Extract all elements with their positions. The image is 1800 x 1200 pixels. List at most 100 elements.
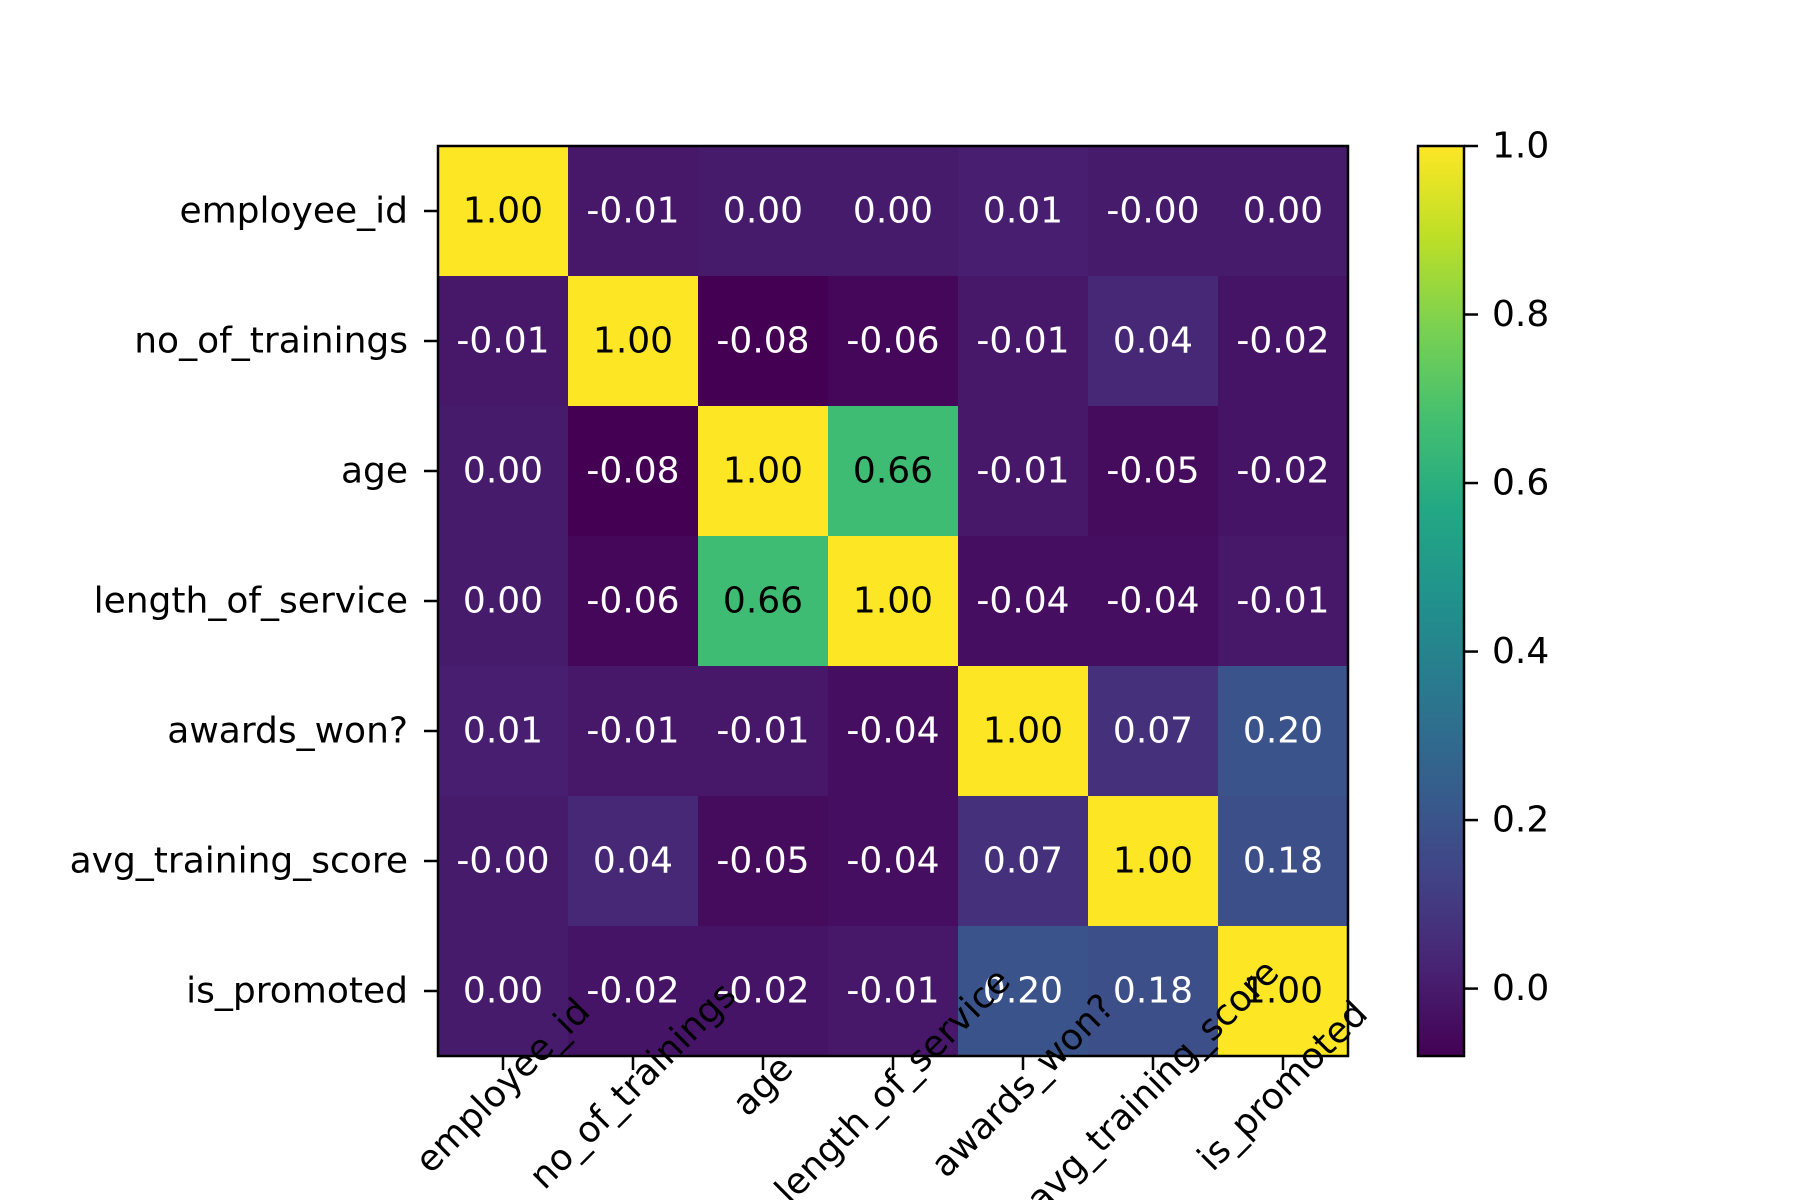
heatmap-cell-value: 0.00 [853, 191, 933, 232]
heatmap-cell-value: 0.00 [463, 581, 543, 622]
y-tick-label: length_of_service [94, 581, 408, 622]
heatmap-cell-value: -0.01 [716, 711, 809, 752]
y-tick-label: age [341, 451, 408, 492]
heatmap-cell [1218, 796, 1349, 927]
heatmap-cell [1088, 926, 1219, 1057]
heatmap-cell [958, 276, 1089, 407]
heatmap-cell [568, 926, 699, 1057]
heatmap-cell [568, 406, 699, 537]
heatmap-cell-value: 0.04 [593, 841, 673, 882]
heatmap-cell [828, 536, 959, 667]
colorbar-gradient [1416, 144, 1466, 1058]
y-tick-label: no_of_trainings [134, 321, 408, 362]
heatmap-cell [1218, 666, 1349, 797]
heatmap-cell [1088, 796, 1219, 927]
heatmap-cell [568, 666, 699, 797]
heatmap-cell-value: 0.01 [463, 711, 543, 752]
heatmap-cell [828, 276, 959, 407]
heatmap-cell [438, 276, 569, 407]
heatmap-cell-value: -0.08 [586, 451, 679, 492]
y-tick-label: avg_training_score [70, 841, 408, 882]
heatmap-cell [828, 926, 959, 1057]
heatmap-cell [958, 666, 1089, 797]
heatmap-cell-value: 1.00 [983, 711, 1063, 752]
heatmap-cell [958, 406, 1089, 537]
heatmap-cell [828, 796, 959, 927]
heatmap-cell [568, 796, 699, 927]
colorbar-tick-label: 1.0 [1492, 126, 1549, 167]
heatmap-cell-value: 0.07 [983, 841, 1063, 882]
heatmap-cell-value: 1.00 [1113, 841, 1193, 882]
heatmap-cell-value: -0.01 [1236, 581, 1329, 622]
heatmap-cell-value: -0.05 [716, 841, 809, 882]
heatmap-cell-value: 0.00 [463, 451, 543, 492]
heatmap-cell-value: -0.04 [976, 581, 1069, 622]
heatmap-cell-value: -0.00 [456, 841, 549, 882]
heatmap-cell [698, 796, 829, 927]
heatmap-cell-value: -0.04 [846, 711, 939, 752]
heatmap-cell-value: -0.08 [716, 321, 809, 362]
heatmap-cell-value: 1.00 [1243, 971, 1323, 1012]
heatmap-cell [568, 276, 699, 407]
heatmap-cell-value: 1.00 [853, 581, 933, 622]
heatmap-cell [568, 536, 699, 667]
heatmap-cell-value: -0.02 [716, 971, 809, 1012]
heatmap-cell-value: 0.00 [1243, 191, 1323, 232]
heatmap-cell [698, 536, 829, 667]
heatmap-cell [438, 926, 569, 1057]
heatmap-cell-value: -0.01 [456, 321, 549, 362]
heatmap-cells [438, 146, 1349, 1057]
colorbar-tick-label: 0.0 [1492, 968, 1549, 1009]
heatmap-cell [1088, 146, 1219, 277]
heatmap-cell-labels: 1.00 -0.01 0.00 0.00 0.01 -0.00 0.00 -0.01 1.00 -… [456, 191, 1329, 1012]
heatmap-cell-value: -0.04 [1106, 581, 1199, 622]
heatmap-cell-value: 1.00 [463, 191, 543, 232]
heatmap-cell [1088, 406, 1219, 537]
heatmap-cell [1218, 926, 1349, 1057]
y-tick-label: employee_id [179, 191, 408, 232]
heatmap-cell-value: -0.01 [586, 711, 679, 752]
heatmap-cell [828, 666, 959, 797]
heatmap-cell-value: 0.18 [1243, 841, 1323, 882]
heatmap-cell-value: 0.18 [1113, 971, 1193, 1012]
heatmap-cell [438, 406, 569, 537]
heatmap-cell-value: 0.07 [1113, 711, 1193, 752]
heatmap-cell [1218, 536, 1349, 667]
heatmap-cell-value: 0.20 [983, 971, 1063, 1012]
heatmap-cell [958, 536, 1089, 667]
heatmap-cell-value: -0.02 [1236, 451, 1329, 492]
x-tick-label: age [725, 1048, 801, 1124]
heatmap-cell [828, 406, 959, 537]
heatmap-cell [568, 146, 699, 277]
heatmap-cell-value: -0.01 [976, 321, 1069, 362]
heatmap-cell-value: 0.01 [983, 191, 1063, 232]
heatmap-cell [1088, 536, 1219, 667]
colorbar: 0.0 0.2 0.4 0.6 0.8 1.0 [1416, 126, 1549, 1058]
heatmap-cell-value: -0.01 [586, 191, 679, 232]
heatmap-cell-value: 0.66 [723, 581, 803, 622]
colorbar-tick-label: 0.8 [1492, 294, 1549, 335]
heatmap-cell [958, 926, 1089, 1057]
colorbar-tick-label: 0.4 [1492, 631, 1549, 672]
heatmap-cell-value: -0.02 [1236, 321, 1329, 362]
heatmap-cell [958, 146, 1089, 277]
heatmap-cell-value: -0.02 [586, 971, 679, 1012]
heatmap-cell [438, 536, 569, 667]
heatmap-cell-value: 0.04 [1113, 321, 1193, 362]
heatmap-cell [1218, 146, 1349, 277]
heatmap-cell-value: -0.04 [846, 841, 939, 882]
heatmap-cell [698, 146, 829, 277]
heatmap-cell-value: 1.00 [723, 451, 803, 492]
heatmap-cell-value: -0.00 [1106, 191, 1199, 232]
heatmap-cell [1218, 276, 1349, 407]
heatmap-cell [958, 796, 1089, 927]
heatmap-cell [828, 146, 959, 277]
heatmap-cell-value: -0.06 [846, 321, 939, 362]
heatmap-cell-value: 0.20 [1243, 711, 1323, 752]
colorbar-tick-label: 0.2 [1492, 800, 1549, 841]
heatmap-cell [1218, 406, 1349, 537]
heatmap-cell [1088, 276, 1219, 407]
heatmap-cell [438, 146, 569, 277]
